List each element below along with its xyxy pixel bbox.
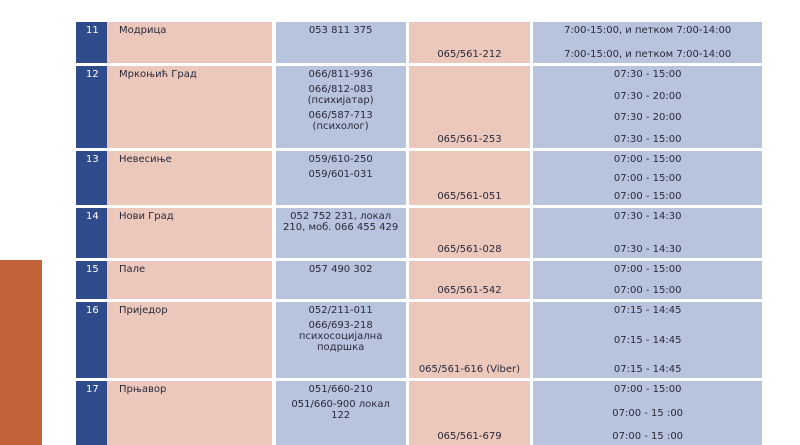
table-row: 14 Нови Град 052 752 231, локал 210, моб. … [76, 208, 762, 258]
row-number: 13 [76, 151, 107, 205]
phone: 051/660-210 [308, 384, 373, 395]
hours-cell: 7:00-15:00, и петком 7:00-14:00 7:00-15:0… [533, 22, 762, 63]
phone: 059/601-031 [308, 169, 373, 180]
phone: 066/812-083 (психијатар) [307, 84, 374, 106]
row-number: 16 [76, 302, 107, 378]
municipality: Невесиње [106, 151, 272, 205]
working-hours: 07:00 - 15 :00 [612, 431, 684, 442]
table-row: 16 Приједор 052/211-011 066/693-218 психосо… [76, 302, 762, 378]
working-hours: 07:15 - 14:45 [613, 334, 682, 346]
working-hours: 07:15 - 14:45 [613, 305, 682, 316]
row-number: 11 [76, 22, 107, 63]
phone: 066/587-713 (психолог) [308, 110, 373, 132]
row-number: 15 [76, 261, 107, 299]
viber-number: 065/561-679 [437, 431, 502, 442]
row-number: 17 [76, 381, 107, 445]
table-row: 11 Модрица 053 811 375 065/561-212 7:00-15:0… [76, 22, 762, 63]
phones-cell: 057 490 302 [275, 261, 406, 299]
working-hours: 07:30 - 14:30 [613, 211, 682, 222]
municipality: Нови Град [106, 208, 272, 258]
working-hours: 07:30 - 20:00 [613, 112, 682, 124]
hours-cell: 07:00 - 15:00 07:00 - 15 :00 07:00 - 15 :0… [533, 381, 762, 445]
viber-number: 065/561-051 [437, 191, 502, 202]
table-row: 12 Мркоњић Град 066/811-936 066/812-083 (пс… [76, 66, 762, 148]
phone: 059/610-250 [308, 154, 373, 165]
hours-cell: 07:15 - 14:45 07:15 - 14:45 07:15 - 14:45 [533, 302, 762, 378]
phone: 066/693-218 психосоцијална подршка [298, 320, 383, 353]
municipality: Модрица [106, 22, 272, 63]
accent-bar [0, 260, 42, 445]
viber-number: 065/561-212 [437, 49, 502, 60]
working-hours: 07:00 - 15 :00 [612, 407, 684, 419]
working-hours: 07:30 - 15:00 [613, 69, 682, 80]
contact-table: 11 Модрица 053 811 375 065/561-212 7:00-15:0… [76, 22, 762, 445]
viber-number: 065/561-028 [437, 244, 502, 255]
working-hours: 07:00 - 15:00 [613, 172, 682, 184]
working-hours: 7:00-15:00, и петком 7:00-14:00 [564, 49, 732, 60]
hours-cell: 07:30 - 14:30 07:30 - 14:30 [533, 208, 762, 258]
working-hours: 07:00 - 15:00 [613, 264, 682, 275]
working-hours: 07:30 - 15:00 [613, 133, 682, 145]
phones-cell: 052 752 231, локал 210, моб. 066 455 429 [275, 208, 406, 258]
viber-cell: 065/561-679 [408, 381, 531, 445]
viber-cell: 065/561-542 [408, 261, 531, 299]
phones-cell: 066/811-936 066/812-083 (психијатар) 066/5… [275, 66, 406, 148]
phones-cell: 051/660-210 051/660-900 локал 122 [275, 381, 406, 445]
hours-cell: 07:00 - 15:00 07:00 - 15:00 07:00 - 15:00 [533, 151, 762, 205]
working-hours: 7:00-15:00, и петком 7:00-14:00 [564, 25, 732, 36]
phone: 066/811-936 [308, 69, 373, 80]
row-number: 12 [76, 66, 107, 148]
phone: 057 490 302 [308, 264, 373, 275]
table-row: 17 Прњавор 051/660-210 051/660-900 локал 12… [76, 381, 762, 445]
viber-cell: 065/561-028 [408, 208, 531, 258]
viber-number: 065/561-542 [437, 285, 502, 296]
viber-cell: 065/561-051 [408, 151, 531, 205]
viber-number: 065/561-616 (Viber) [418, 364, 521, 375]
viber-cell: 065/561-253 [408, 66, 531, 148]
municipality: Прњавор [106, 381, 272, 445]
row-number: 14 [76, 208, 107, 258]
working-hours: 07:15 - 14:45 [613, 364, 682, 375]
municipality: Приједор [106, 302, 272, 378]
phones-cell: 052/211-011 066/693-218 психосоцијална по… [275, 302, 406, 378]
phone: 053 811 375 [308, 25, 373, 36]
phone: 052/211-011 [308, 305, 373, 316]
municipality: Мркоњић Град [106, 66, 272, 148]
hours-cell: 07:00 - 15:00 07:00 - 15:00 [533, 261, 762, 299]
working-hours: 07:00 - 15:00 [613, 384, 682, 395]
phones-cell: 059/610-250 059/601-031 [275, 151, 406, 205]
phone: 052 752 231, локал 210, моб. 066 455 429 [283, 211, 399, 233]
viber-cell: 065/561-616 (Viber) [408, 302, 531, 378]
hours-cell: 07:30 - 15:00 07:30 - 20:00 07:30 - 20:00 0… [533, 66, 762, 148]
working-hours: 07:30 - 14:30 [613, 244, 682, 255]
municipality: Пале [106, 261, 272, 299]
working-hours: 07:00 - 15:00 [613, 191, 682, 202]
phone: 051/660-900 локал 122 [291, 399, 390, 421]
table-row: 15 Пале 057 490 302 065/561-542 07:00 - 15:0… [76, 261, 762, 299]
phones-cell: 053 811 375 [275, 22, 406, 63]
viber-number: 065/561-253 [437, 134, 502, 145]
table-row: 13 Невесиње 059/610-250 059/601-031 065/561-… [76, 151, 762, 205]
working-hours: 07:00 - 15:00 [613, 154, 682, 165]
viber-cell: 065/561-212 [408, 22, 531, 63]
working-hours: 07:30 - 20:00 [613, 90, 682, 102]
working-hours: 07:00 - 15:00 [613, 285, 682, 296]
